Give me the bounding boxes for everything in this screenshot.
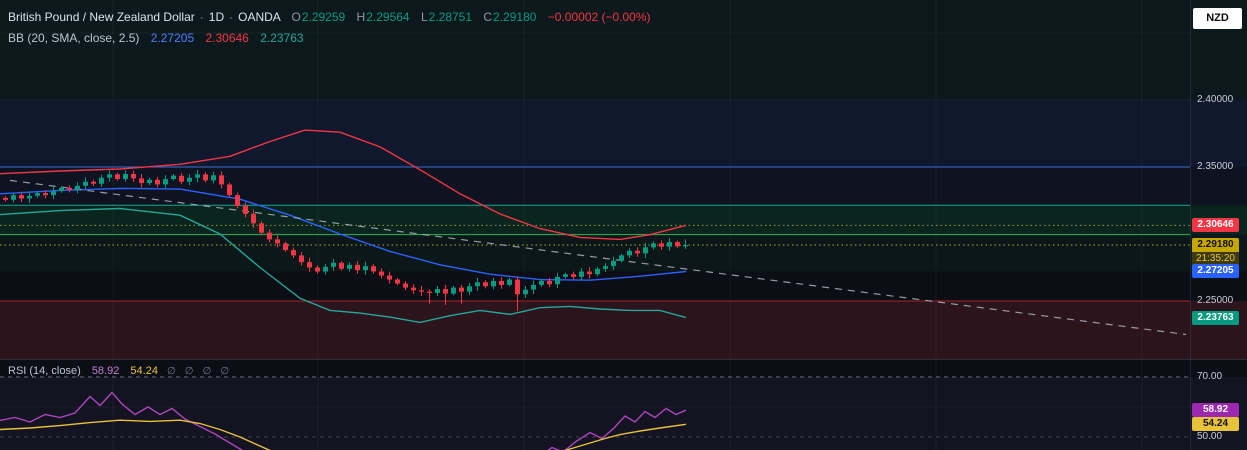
rsi-pane-canvas[interactable]: [0, 360, 1247, 450]
high-value: H2.29564: [356, 10, 410, 24]
rsi-indicator-row: RSI (14, close) 58.92 54.24 ∅ ∅ ∅ ∅: [8, 363, 229, 379]
rsi-value-text: 58.92: [91, 365, 120, 377]
bb-basis-value: 2.27205: [150, 31, 195, 45]
separator-dot: ·: [229, 10, 234, 24]
rsi-ma-value-text: 54.24: [130, 365, 158, 377]
interval-label[interactable]: 1D: [208, 10, 225, 24]
change-value: −0.00002 (−0.00%): [547, 10, 651, 24]
rsi-indicator-label[interactable]: RSI (14, close): [8, 365, 81, 377]
symbol-row: British Pound / New Zealand Dollar · 1D · OA…: [8, 7, 651, 28]
open-value: O2.29259: [291, 10, 346, 24]
chart-legend: British Pound / New Zealand Dollar · 1D · OA…: [8, 7, 651, 49]
rsi-more-icon[interactable]: ∅: [220, 366, 230, 377]
symbol-title[interactable]: British Pound / New Zealand Dollar: [8, 10, 195, 24]
axis-currency-button[interactable]: NZD: [1193, 8, 1242, 29]
bb-indicator-label[interactable]: BB (20, SMA, close, 2.5): [8, 31, 140, 45]
bb-indicator-row: BB (20, SMA, close, 2.5) 2.27205 2.30646…: [8, 28, 651, 49]
low-value: L2.28751: [420, 10, 473, 24]
rsi-delete-icon[interactable]: ∅: [202, 366, 212, 377]
exchange-label[interactable]: OANDA: [238, 10, 281, 24]
bb-upper-value: 2.30646: [205, 31, 249, 45]
separator-dot: ·: [199, 10, 204, 24]
pane-separator-handle[interactable]: [0, 359, 1247, 360]
rsi-settings-icon[interactable]: ∅: [184, 366, 194, 377]
close-value: C2.29180: [483, 10, 537, 24]
price-axis-border: [1190, 0, 1191, 450]
bb-lower-value: 2.23763: [260, 31, 304, 45]
rsi-hide-icon[interactable]: ∅: [167, 366, 176, 377]
main-chart-canvas[interactable]: [0, 0, 1247, 360]
